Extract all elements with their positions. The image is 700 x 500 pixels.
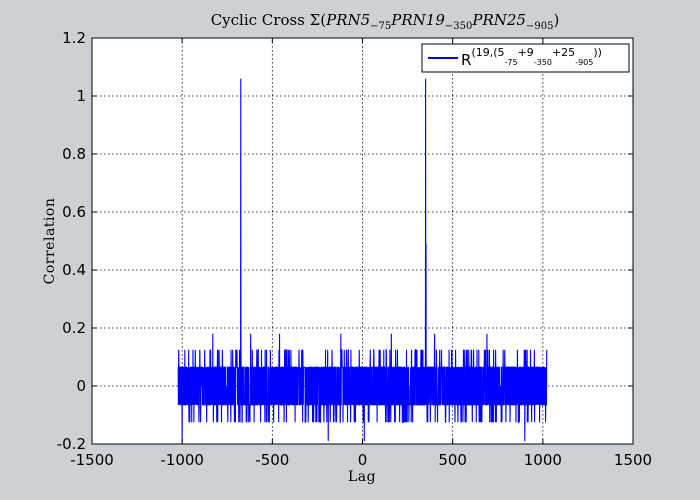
- series-group: [177, 78, 548, 442]
- legend-sub-3: -905: [575, 58, 593, 67]
- legend-sub-1: -75: [505, 58, 518, 67]
- y-tick-label: -0.2: [57, 435, 86, 453]
- title-sub-c: −905: [526, 21, 553, 32]
- tick-labels: -1500 -1000 -500 0 500 1000 1500 -0.2 0 0.2 0.4 0.6…: [57, 29, 652, 469]
- series-line: [177, 78, 548, 442]
- title-sub-a: −75: [370, 21, 391, 32]
- title-prn-b: PRN19: [390, 11, 445, 29]
- y-tick-label: 0: [76, 377, 86, 395]
- x-tick-label: -500: [255, 451, 289, 469]
- legend-sup-mid-2: +25: [552, 46, 575, 59]
- title-prn-c: PRN25: [471, 11, 526, 29]
- x-tick-label: 0: [358, 451, 368, 469]
- axes-frame: [91, 37, 634, 445]
- chart-title: Cyclic Cross Σ(PRN5−75PRN19−350PRN25−905…: [211, 11, 560, 32]
- legend-entry-label: R(19,(5-75+9-350+25-905)): [461, 46, 602, 69]
- title-sub-b: −350: [445, 21, 472, 32]
- title-suffix: ): [553, 11, 559, 29]
- x-tick-label: 1500: [614, 451, 652, 469]
- legend-label-base: R: [461, 51, 471, 69]
- legend-sup-main: (19,(5: [471, 46, 504, 59]
- title-prefix: Cyclic Cross Σ(: [211, 11, 326, 29]
- legend-sup-end: )): [593, 46, 602, 59]
- title-prn-a: PRN5: [325, 11, 370, 29]
- y-axis-label: Correlation: [42, 198, 58, 285]
- x-tick-label: -1000: [160, 451, 204, 469]
- legend: R(19,(5-75+9-350+25-905)): [421, 43, 630, 73]
- y-tick-label: 1: [76, 87, 86, 105]
- y-tick-label: 0.8: [62, 145, 86, 163]
- x-tick-label: -1500: [70, 451, 114, 469]
- x-tick-label: 500: [438, 451, 467, 469]
- x-axis-label: Lag: [348, 469, 376, 485]
- x-tick-label: 1000: [524, 451, 562, 469]
- y-tick-label: 1.2: [62, 29, 86, 47]
- y-tick-label: 0.6: [62, 203, 86, 221]
- y-tick-label: 0.2: [62, 319, 86, 337]
- y-tick-label: 0.4: [62, 261, 86, 279]
- legend-sub-2: -350: [534, 58, 552, 67]
- legend-sup-mid-1: +9: [518, 46, 534, 59]
